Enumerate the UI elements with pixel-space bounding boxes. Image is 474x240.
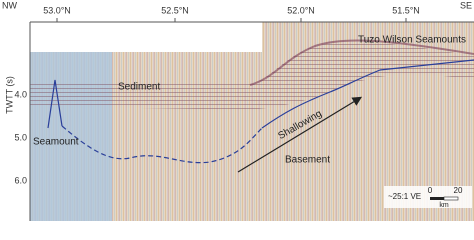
y-axis-label: TWTT (s): [4, 76, 14, 114]
annotation: Basement: [285, 155, 330, 166]
basement-line: [261, 59, 474, 129]
y-tick-label: 4.0: [14, 89, 27, 99]
y-tick-label: 6.0: [14, 175, 27, 185]
seafloor: [249, 39, 474, 86]
seismic-figure: NW SE 53.0°N 52.5°N 52.0°N 51.5°N TWTT (…: [2, 0, 474, 221]
scale-unit: km: [439, 202, 449, 209]
seamount-basement: [47, 79, 63, 129]
end-label: NW: [2, 0, 17, 10]
annotation: Seamount: [33, 137, 79, 148]
latitude: 53.0°N: [43, 5, 71, 15]
latitude: 52.0°N: [287, 5, 315, 15]
blue-zone: [30, 22, 112, 221]
scale-end: 20: [454, 186, 463, 195]
scale-ve: ~25:1 VE: [388, 192, 421, 201]
basement-dashed: [61, 125, 263, 164]
y-tick-label: 5.0: [14, 132, 27, 142]
scale-start: 0: [428, 186, 433, 195]
scale-bar: [443, 196, 459, 201]
header-mask: [30, 0, 262, 52]
scale-bar: [430, 197, 444, 200]
latitude: 51.5°N: [392, 5, 420, 15]
annotation: Sediment: [118, 82, 160, 93]
scale-box: [384, 186, 472, 208]
annotation: Tuzo Wilson Seamounts: [358, 35, 466, 46]
shallowing-arrow: [237, 96, 363, 173]
latitude: 52.5°N: [161, 5, 189, 15]
reflectors: [30, 41, 474, 110]
end-label: SE: [460, 0, 472, 10]
